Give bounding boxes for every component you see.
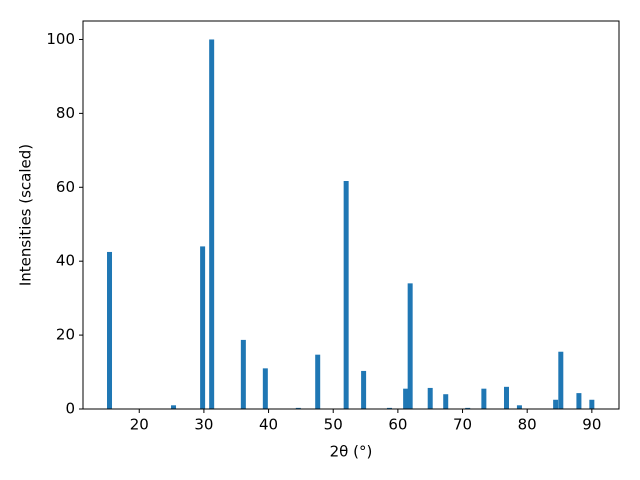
x-tick-label: 70 — [453, 416, 472, 434]
x-tick-label: 50 — [324, 416, 343, 434]
bar — [558, 351, 564, 409]
x-tick-label: 40 — [259, 416, 278, 434]
y-tick-label: 80 — [56, 104, 75, 122]
y-tick-label: 20 — [56, 326, 75, 344]
x-tick-label: 90 — [582, 416, 601, 434]
bar — [107, 251, 113, 409]
y-tick-label: 0 — [65, 400, 75, 418]
y-tick-label: 60 — [56, 178, 75, 196]
bar — [576, 393, 582, 409]
y-tick-label: 40 — [56, 252, 75, 270]
bar — [200, 246, 206, 409]
x-tick-label: 80 — [518, 416, 537, 434]
y-tick-label: 100 — [46, 30, 75, 48]
bar — [481, 388, 487, 409]
bar — [503, 386, 509, 409]
bar — [171, 405, 177, 409]
bar — [315, 354, 321, 409]
x-tick-label: 20 — [130, 416, 149, 434]
bar — [516, 405, 522, 409]
bar — [295, 407, 301, 409]
bar — [443, 394, 449, 409]
bar — [403, 388, 409, 409]
bar — [262, 368, 268, 409]
x-tick-label: 30 — [194, 416, 213, 434]
bar — [407, 283, 413, 409]
bar — [361, 370, 367, 409]
bar — [589, 399, 595, 409]
bar — [209, 39, 215, 409]
bar — [465, 407, 471, 409]
bar — [427, 387, 433, 409]
bar — [240, 339, 246, 409]
y-axis-label: Intensities (scaled) — [17, 144, 35, 286]
bar — [553, 399, 559, 409]
x-tick-label: 60 — [388, 416, 407, 434]
x-axis-label: 2θ (°) — [330, 443, 373, 461]
bar — [386, 407, 392, 409]
bar — [343, 181, 349, 409]
plot-frame — [82, 20, 620, 410]
